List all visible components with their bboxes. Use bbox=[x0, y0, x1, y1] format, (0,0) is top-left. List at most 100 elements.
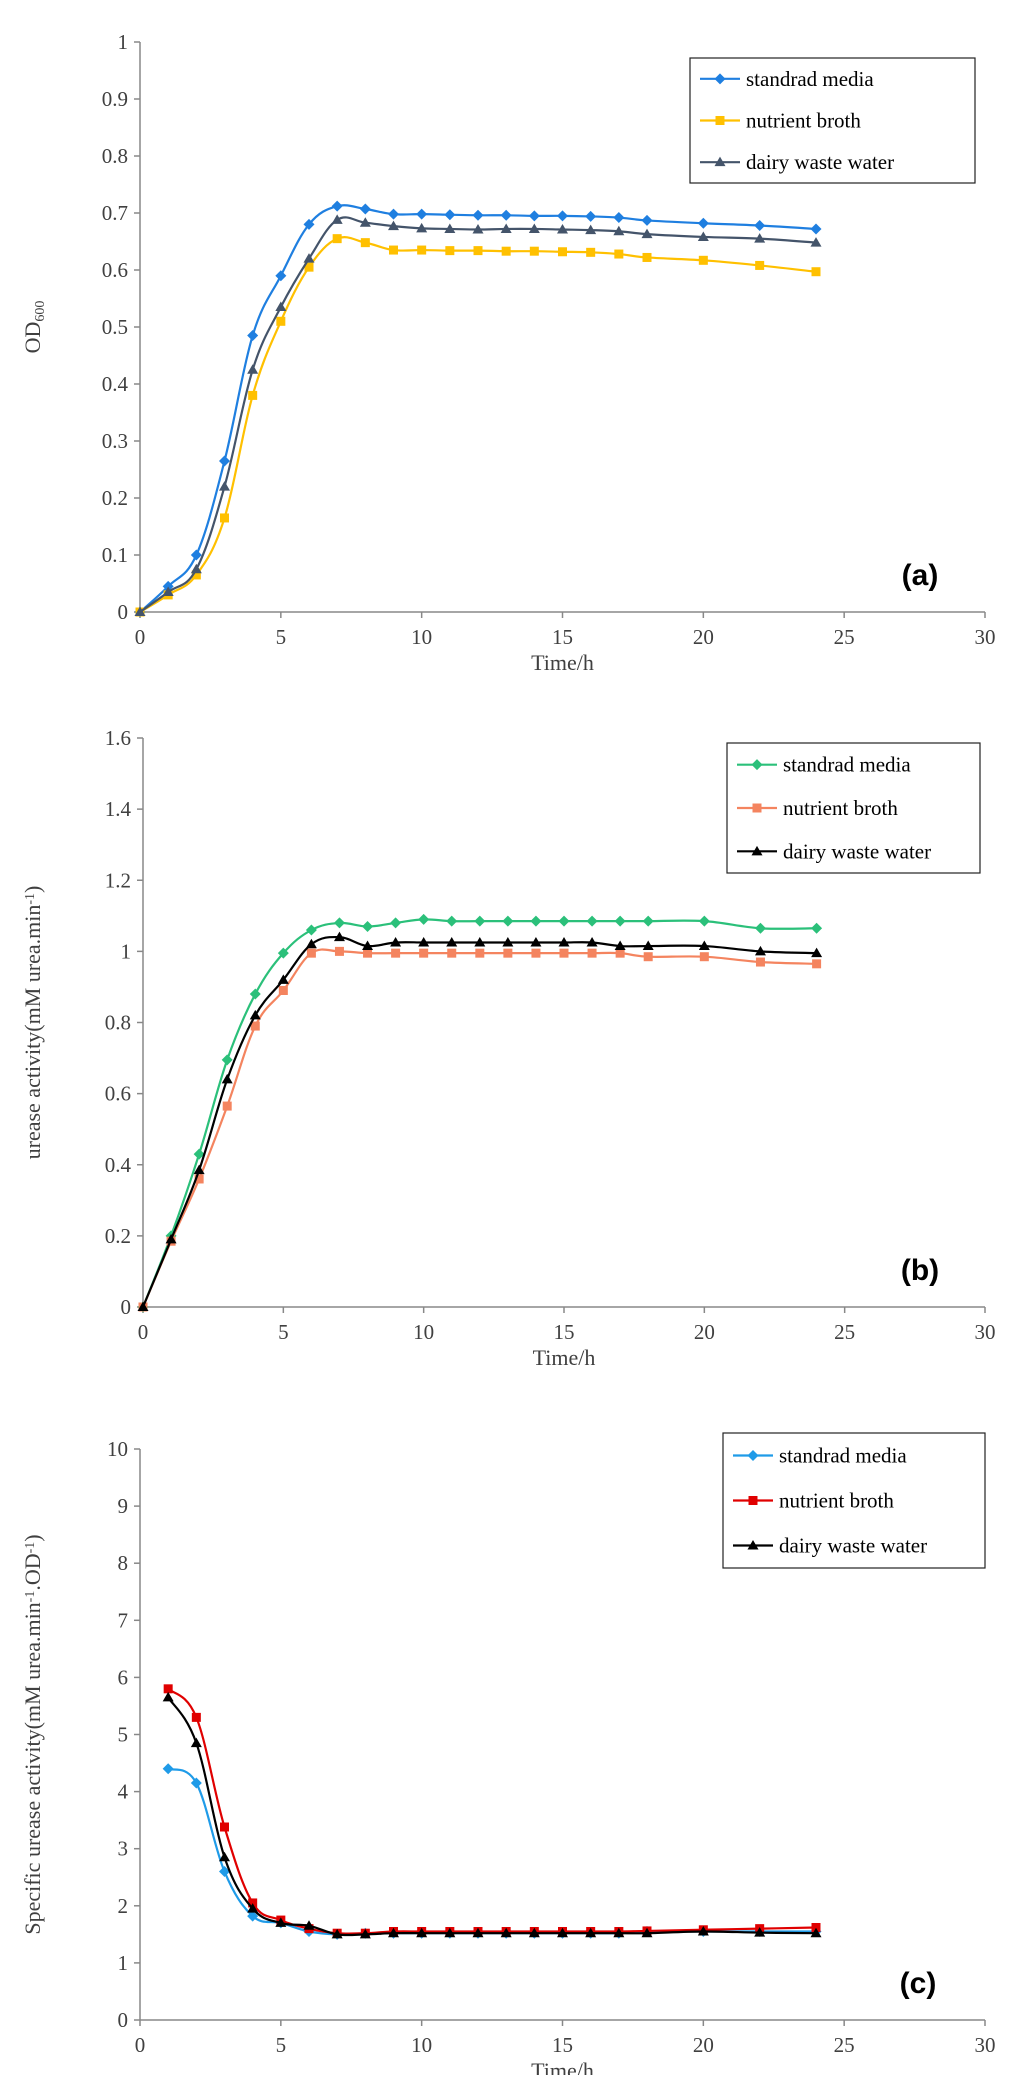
data-point bbox=[444, 209, 456, 221]
data-point bbox=[501, 246, 511, 256]
data-point bbox=[190, 1777, 202, 1789]
data-point bbox=[698, 255, 708, 265]
data-point bbox=[247, 330, 259, 342]
series-1 bbox=[134, 200, 822, 618]
series-line bbox=[167, 1696, 817, 1937]
y-tick-label: 0.4 bbox=[102, 372, 129, 396]
data-point bbox=[221, 1054, 233, 1066]
data-point bbox=[613, 225, 625, 236]
y-tick-label: 8 bbox=[118, 1551, 129, 1575]
data-point bbox=[277, 947, 289, 959]
y-tick-label: 5 bbox=[118, 1723, 129, 1747]
data-point bbox=[418, 936, 430, 947]
x-axis-label: Time/h bbox=[531, 2058, 594, 2075]
x-tick-label: 5 bbox=[276, 625, 287, 649]
data-point bbox=[586, 247, 596, 257]
data-point bbox=[190, 549, 202, 561]
legend-swatch-marker bbox=[748, 1496, 758, 1505]
data-point bbox=[250, 1021, 260, 1031]
y-tick-label: 0.2 bbox=[102, 486, 128, 510]
data-point bbox=[473, 246, 483, 256]
data-point bbox=[334, 946, 344, 956]
x-tick-label: 10 bbox=[413, 1320, 434, 1344]
data-point bbox=[163, 1684, 173, 1694]
data-point bbox=[248, 390, 258, 400]
data-point bbox=[697, 1925, 709, 1936]
y-tick-label: 10 bbox=[107, 1437, 128, 1461]
legend-label: nutrient broth bbox=[746, 109, 861, 133]
data-point bbox=[500, 223, 512, 233]
series-2 bbox=[163, 1684, 821, 1938]
series-line bbox=[167, 1767, 816, 1936]
data-point bbox=[559, 948, 569, 958]
panel-label: (b) bbox=[901, 1254, 939, 1287]
data-point bbox=[531, 948, 541, 958]
data-point bbox=[162, 586, 174, 597]
series-1 bbox=[137, 913, 823, 1313]
data-point bbox=[472, 224, 484, 234]
data-point bbox=[277, 974, 289, 984]
data-point bbox=[331, 214, 343, 224]
y-tick-label: 0.7 bbox=[102, 201, 128, 225]
data-point bbox=[219, 481, 230, 491]
data-point bbox=[162, 1691, 174, 1702]
x-tick-label: 10 bbox=[411, 2033, 432, 2057]
data-point bbox=[333, 917, 345, 929]
x-tick-label: 25 bbox=[834, 1320, 855, 1344]
x-tick-label: 5 bbox=[278, 1320, 289, 1344]
data-point bbox=[811, 922, 823, 934]
data-point bbox=[447, 948, 457, 958]
x-tick-label: 30 bbox=[975, 2033, 996, 2057]
legend-label: dairy waste water bbox=[783, 839, 931, 863]
data-point bbox=[304, 262, 314, 272]
legend-label: standrad media bbox=[779, 1444, 907, 1468]
series-3 bbox=[134, 214, 822, 616]
x-tick-label: 25 bbox=[834, 625, 855, 649]
data-point bbox=[444, 223, 456, 233]
legend-label: standrad media bbox=[783, 753, 911, 777]
data-point bbox=[165, 1233, 177, 1244]
data-point bbox=[390, 936, 402, 947]
data-point bbox=[305, 924, 317, 936]
data-point bbox=[502, 936, 514, 947]
y-tick-label: 0.4 bbox=[105, 1153, 132, 1177]
data-point bbox=[390, 917, 402, 929]
y-tick-label: 9 bbox=[118, 1494, 129, 1518]
data-point bbox=[331, 1928, 343, 1939]
legend: standrad media nutrient broth dairy waste … bbox=[722, 1432, 986, 1569]
data-point bbox=[446, 936, 458, 947]
series-line bbox=[141, 935, 817, 1308]
x-axis-label: Time/h bbox=[533, 1345, 596, 1370]
data-point bbox=[754, 220, 766, 232]
x-tick-label: 15 bbox=[552, 625, 573, 649]
data-point bbox=[472, 209, 484, 221]
data-point bbox=[417, 245, 427, 255]
data-point bbox=[388, 208, 399, 220]
data-point bbox=[359, 203, 371, 215]
x-tick-label: 5 bbox=[276, 2033, 287, 2057]
legend-swatch-marker bbox=[752, 803, 762, 813]
data-point bbox=[810, 237, 822, 247]
legend-swatch-marker bbox=[714, 156, 726, 167]
data-point bbox=[500, 1927, 512, 1938]
data-point bbox=[613, 212, 625, 224]
data-point bbox=[530, 936, 542, 947]
data-point bbox=[219, 455, 230, 467]
data-point bbox=[249, 988, 261, 1000]
data-point bbox=[247, 1910, 259, 1922]
chart-panel-3: 0 1 2 3 4 5 6 7 8 9 10 0 5 10 15 20 25 30 Time/h Specific u… bbox=[20, 1432, 996, 2075]
data-point bbox=[359, 1928, 371, 1939]
data-point bbox=[303, 218, 315, 230]
data-point bbox=[248, 1898, 258, 1908]
data-point bbox=[530, 915, 542, 927]
data-point bbox=[446, 915, 458, 927]
data-point bbox=[137, 1301, 149, 1311]
y-tick-label: 0.6 bbox=[105, 1082, 131, 1106]
x-tick-label: 15 bbox=[552, 2033, 573, 2057]
x-tick-label: 30 bbox=[975, 625, 996, 649]
y-tick-label: 0.6 bbox=[102, 258, 128, 282]
x-tick-label: 0 bbox=[135, 625, 146, 649]
data-point bbox=[615, 948, 625, 958]
data-point bbox=[642, 915, 654, 927]
data-point bbox=[193, 1148, 205, 1160]
